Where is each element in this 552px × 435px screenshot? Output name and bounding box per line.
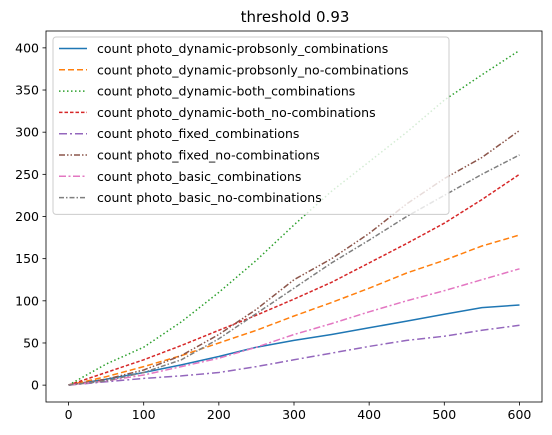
series-line-2 [68,234,520,386]
legend-label: count photo_dynamic-both_no-combinations [97,105,376,120]
y-tick-label: 100 [15,293,39,308]
legend-label: count photo_fixed_combinations [97,126,299,141]
x-axis: 0 100 200 300 400 500 600 [65,402,532,422]
x-tick-label: 500 [432,407,456,422]
y-tick-label: 300 [15,125,39,140]
x-tick-label: 0 [65,407,73,422]
y-tick-label: 350 [15,83,39,98]
series-line-6 [68,129,520,386]
series-layer [68,49,520,386]
series-line-3 [68,49,520,386]
y-axis: 0 50 100 150 200 250 300 350 400 [15,40,46,393]
series-line-1 [68,304,520,386]
y-tick-label: 250 [15,167,39,182]
series-line-7 [68,268,520,386]
legend-label: count photo_basic_combinations [97,169,301,184]
series-line-8 [68,154,520,386]
x-tick-label: 400 [357,407,381,422]
x-tick-label: 600 [508,407,532,422]
legend-label: count photo_dynamic-both_combinations [97,84,355,99]
y-tick-label: 200 [15,209,39,224]
series-line-4 [68,173,520,386]
legend-label: count photo_dynamic-probsonly_no-combina… [97,62,409,77]
y-tick-label: 50 [23,335,39,350]
legend-label: count photo_basic_no-combinations [97,190,322,205]
chart-title: threshold 0.93 [241,8,350,26]
y-tick-label: 150 [15,251,39,266]
x-tick-label: 100 [132,407,156,422]
legend-box [52,36,450,215]
series-line-5 [68,324,520,386]
legend-label: count photo_fixed_no-combinations [97,148,320,163]
plot-area [45,30,543,403]
x-tick-label: 300 [282,407,306,422]
x-tick-label: 200 [207,407,231,422]
legend-label: count photo_dynamic-probsonly_combinatio… [97,41,388,56]
y-tick-label: 400 [15,40,39,55]
legend: count photo_dynamic-probsonly_combinatio… [52,36,450,215]
y-tick-label: 0 [31,378,39,393]
